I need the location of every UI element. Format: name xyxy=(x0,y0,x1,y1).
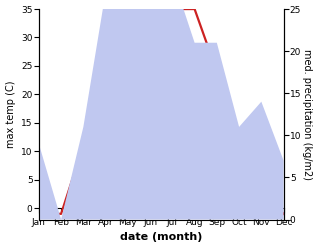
Y-axis label: med. precipitation (kg/m2): med. precipitation (kg/m2) xyxy=(302,49,313,180)
X-axis label: date (month): date (month) xyxy=(120,232,203,243)
Y-axis label: max temp (C): max temp (C) xyxy=(5,80,16,148)
